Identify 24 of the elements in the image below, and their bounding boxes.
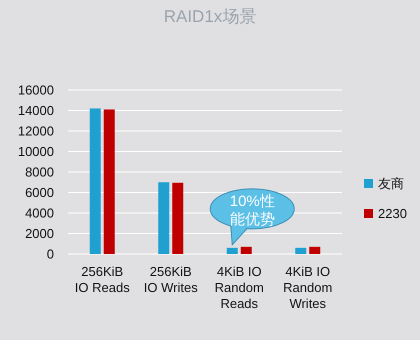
y-tick-label: 6000 [25, 185, 54, 200]
y-tick-label: 10000 [18, 144, 54, 159]
y-tick-label: 0 [46, 246, 54, 262]
y-tick-label: 12000 [18, 124, 54, 138]
chart-title: RAID1x场景 [164, 7, 256, 26]
x-tick-label: 256KiB IO Reads [74, 264, 130, 295]
bar [226, 248, 238, 254]
x-tick-label: 256KiB IO Writes [144, 264, 198, 295]
y-tick-label: 4000 [25, 206, 54, 220]
y-tick-label: 14000 [18, 103, 54, 118]
bar [295, 248, 306, 254]
y-tick-label: 16000 [18, 82, 54, 98]
bar [90, 108, 101, 254]
x-tick-label: 4KiB IO Random Writes [283, 264, 332, 311]
x-tick-label: 4KiB IO Random Reads [214, 264, 264, 311]
legend-label: 友商 [378, 176, 404, 191]
annotation: 10%性能优势 [230, 192, 275, 228]
bar [104, 109, 115, 254]
y-tick-label: 8000 [25, 164, 54, 180]
bar [158, 182, 170, 254]
bar [309, 246, 320, 254]
bar [172, 182, 184, 254]
y-tick-label: 2000 [25, 226, 54, 241]
legend-label: 2230 [378, 206, 407, 221]
